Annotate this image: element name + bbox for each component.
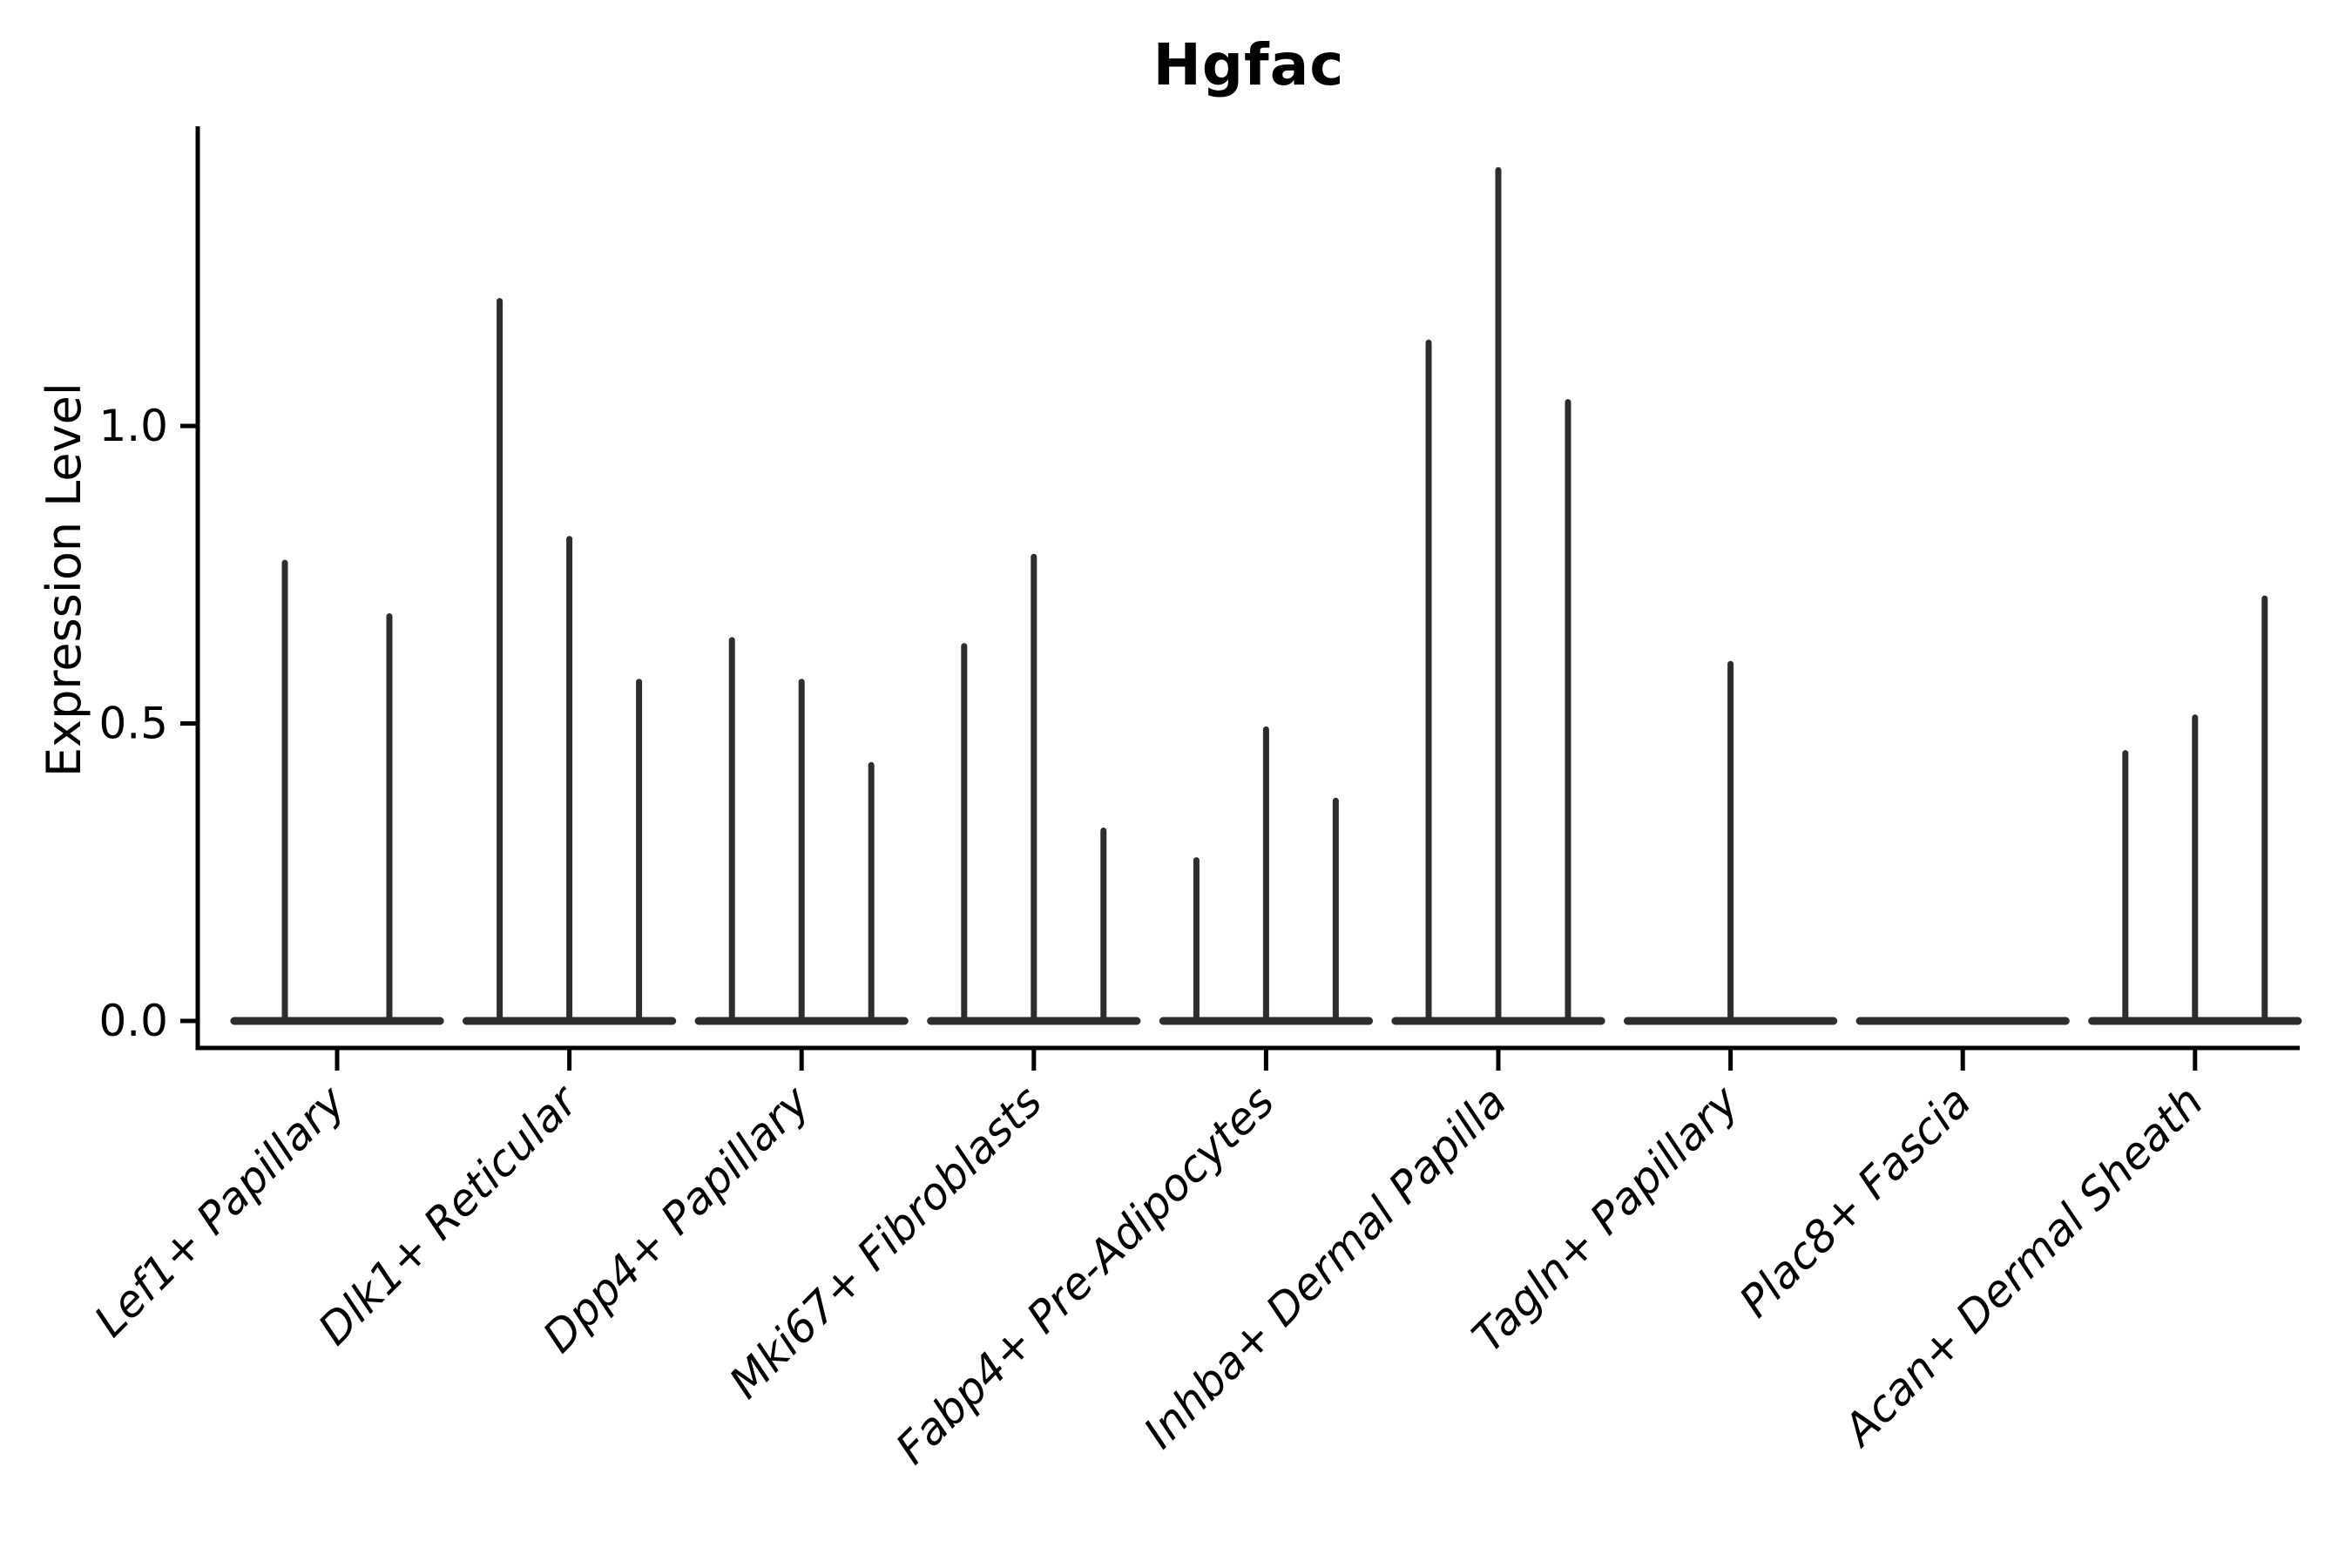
x-category-label: Fabp4+ Pre-Adipocytes bbox=[886, 1076, 1284, 1474]
y-tick-label: 1.0 bbox=[98, 401, 168, 451]
x-category-label: Lef1+ Papillary bbox=[84, 1075, 355, 1346]
y-tick-label: 0.5 bbox=[98, 699, 168, 749]
violin-baseline bbox=[1855, 1017, 2070, 1025]
y-tick-label: 0.0 bbox=[98, 996, 168, 1046]
plot-title: Hgfac bbox=[1152, 31, 1345, 98]
violin-baseline bbox=[230, 1017, 444, 1025]
x-category-label: Plac8+ Fascia bbox=[1730, 1076, 1981, 1327]
